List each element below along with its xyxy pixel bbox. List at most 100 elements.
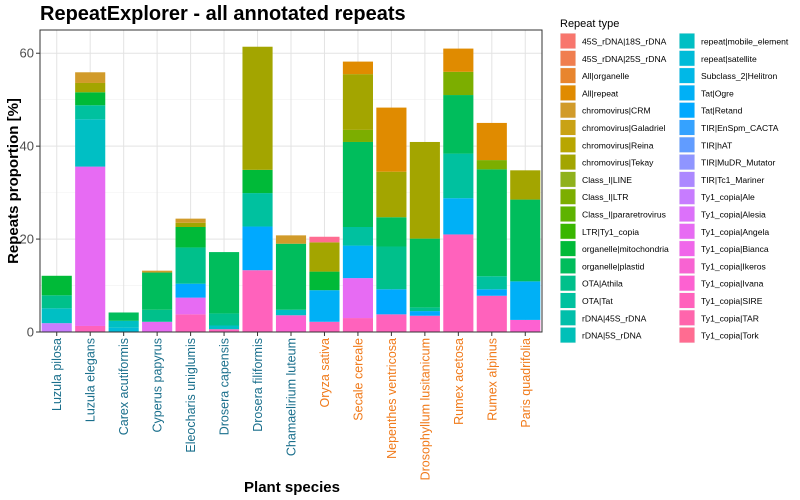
legend-item: Ty1_copia|Angela	[679, 223, 769, 240]
bar-segment	[275, 235, 307, 244]
legend-title: Repeat type	[560, 18, 619, 30]
bar-segment	[41, 308, 72, 324]
legend-label: Subclass_2|Helitron	[701, 71, 777, 81]
legend-label: Ty1_copia|TAR	[701, 313, 759, 323]
legend-swatch	[560, 223, 576, 239]
legend-item: organelle|mitochondria	[560, 240, 669, 257]
bar-segment	[108, 312, 139, 321]
bar-segment	[242, 46, 273, 170]
bar-stack	[443, 48, 474, 332]
bar-stack	[510, 170, 541, 332]
bar-segment	[409, 315, 440, 332]
y-axis-title: Repeats proportion [%]	[5, 98, 22, 264]
legend-swatch	[679, 293, 695, 308]
bar-segment	[510, 199, 541, 282]
bar-segment	[142, 272, 173, 310]
legend-swatch	[679, 327, 695, 343]
legend-label: 45S_rDNA|25S_rDNA	[582, 54, 667, 64]
x-tick-label: Paris quadrifolia	[519, 338, 533, 428]
legend-label: chromovirus|CRM	[582, 106, 651, 116]
bar-stack	[242, 46, 273, 332]
bar-segment	[342, 129, 373, 142]
bar-segment	[175, 283, 206, 298]
legend-item: Ty1_copia|Bianca	[679, 240, 769, 257]
bar-segment	[209, 325, 240, 330]
legend-item: 45S_rDNA|25S_rDNA	[560, 50, 667, 67]
bar-segment	[376, 289, 407, 315]
bar-segment	[242, 226, 273, 271]
bar-segment	[275, 309, 307, 316]
bar-segment	[476, 122, 507, 161]
legend-item: chromovirus|Tekay	[560, 154, 654, 171]
legend-label: chromovirus|Reina	[582, 140, 654, 150]
legend-label: All|organelle	[582, 71, 629, 81]
bar-segment	[108, 327, 139, 332]
bar-segment	[309, 236, 340, 243]
legend-item: All|repeat	[560, 84, 619, 101]
bar-segment	[75, 105, 106, 120]
bar-segment	[275, 243, 307, 310]
legend-label: Ty1_copia|Angela	[701, 227, 769, 237]
legend-label: Tat|Ogre	[701, 88, 734, 98]
x-tick-label: Drosophyllum lusitanicum	[418, 338, 432, 480]
bar-stack	[476, 122, 507, 332]
bar-segment	[309, 321, 340, 332]
bar-segment	[510, 281, 541, 320]
bar-segment	[376, 246, 407, 290]
bar-segment	[242, 270, 273, 332]
legend-label: Tat|Retand	[701, 106, 743, 116]
bar-stack	[108, 312, 139, 332]
bar-stack	[209, 252, 240, 332]
legend-label: rDNA|5S_rDNA	[582, 331, 642, 341]
plot-area: 0 20 40 60 Luzula pilosa Luzula elegans Carex …	[20, 29, 543, 480]
bar-segment	[275, 315, 307, 332]
legend-label: chromovirus|Tekay	[582, 158, 654, 168]
bar-segment	[75, 82, 106, 93]
legend-swatch	[560, 258, 576, 274]
legend-item: organelle|plastid	[560, 257, 645, 274]
legend-item: TIR|hAT	[679, 136, 733, 153]
bar-segment	[409, 307, 440, 312]
legend-item: Ty1_copia|Alesia	[679, 206, 766, 222]
bar-segment	[242, 169, 273, 194]
bar-segment	[108, 320, 139, 328]
legend-swatch	[679, 68, 695, 84]
bar-segment	[142, 270, 173, 273]
legend-swatch	[560, 275, 576, 291]
bar-segment	[443, 95, 474, 154]
bar-segment	[175, 222, 206, 227]
legend-item: rDNA|45S_rDNA	[560, 309, 647, 326]
bar-segment	[409, 311, 440, 316]
legend-label: TIR|Tc1_Mariner	[701, 175, 764, 185]
legend-item: chromovirus|Galadriel	[560, 119, 666, 136]
bar-segment	[342, 141, 373, 227]
plot-border	[39, 29, 543, 333]
legend-label: Ty1_copia|Ikeros	[701, 261, 766, 271]
x-tick-label: Cyperus papyrus	[151, 338, 165, 433]
x-tick-label: Rumex alpinus	[485, 338, 499, 421]
bar-segment	[41, 275, 72, 296]
bar-segment	[476, 289, 507, 296]
bar-segment	[41, 295, 72, 309]
legend-swatch	[560, 137, 576, 153]
legend-item: rDNA|5S_rDNA	[560, 327, 642, 344]
bar-segment	[510, 319, 541, 332]
bar-segment	[175, 247, 206, 284]
chart-title: RepeatExplorer - all annotated repeats	[40, 3, 406, 25]
bar-segment	[142, 321, 173, 332]
legend-swatch	[560, 206, 576, 222]
legend-swatch	[679, 102, 695, 118]
bar-segment	[443, 71, 474, 96]
bar-stack	[41, 275, 72, 332]
bar-segment	[376, 217, 407, 247]
legend-label: Ty1_copia|Tork	[701, 331, 759, 341]
bar-segment	[476, 169, 507, 277]
bar-segment	[242, 193, 273, 227]
x-tick-label: Carex acutiformis	[117, 338, 131, 435]
y-tick-label: 40	[20, 139, 34, 154]
legend-item: chromovirus|CRM	[560, 102, 651, 119]
x-tick-label: Secale cereale	[351, 338, 365, 421]
legend-label: OTA|Tat	[582, 296, 613, 306]
bar-stack	[175, 218, 206, 332]
